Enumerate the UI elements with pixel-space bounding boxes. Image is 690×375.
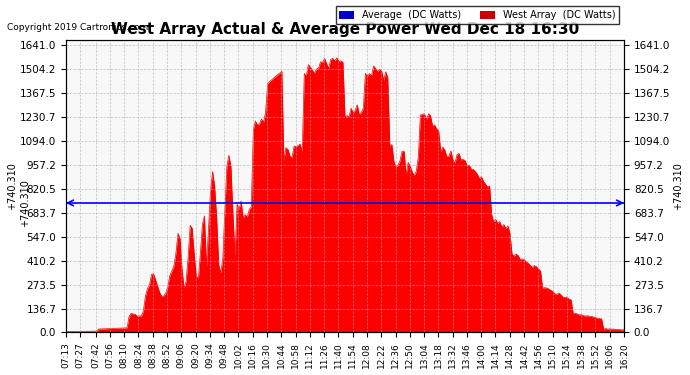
Title: West Array Actual & Average Power Wed Dec 18 16:30: West Array Actual & Average Power Wed De…: [111, 22, 579, 37]
Text: +740.310: +740.310: [20, 179, 30, 227]
Y-axis label: +740.310: +740.310: [673, 162, 683, 210]
Legend: Average  (DC Watts), West Array  (DC Watts): Average (DC Watts), West Array (DC Watts…: [335, 6, 619, 24]
Text: Copyright 2019 Cartronics.com: Copyright 2019 Cartronics.com: [7, 23, 148, 32]
Y-axis label: +740.310: +740.310: [7, 162, 17, 210]
